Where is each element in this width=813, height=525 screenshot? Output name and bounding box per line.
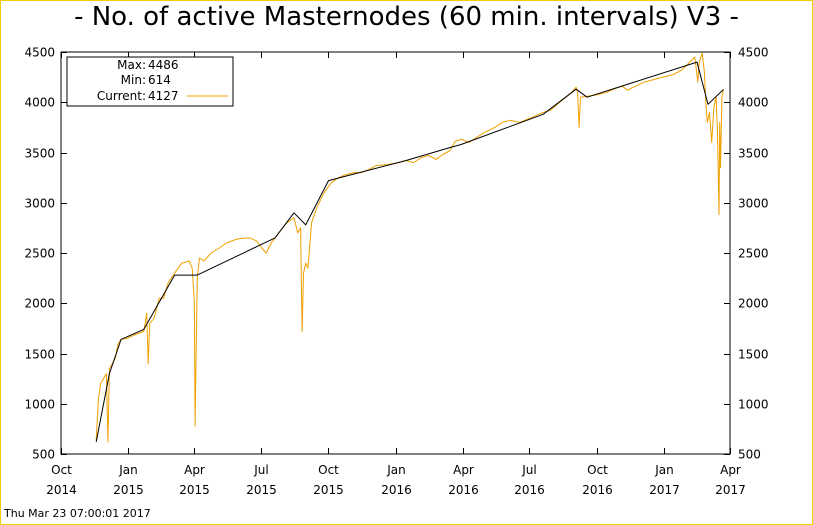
x-tick-label-month: Oct — [51, 463, 72, 477]
y-tick-label-right: 2000 — [738, 297, 769, 311]
x-tick-label-month: Oct — [587, 463, 608, 477]
y-tick-label-right: 3000 — [738, 197, 769, 211]
axes: 500 500 1000 1000 1500 1500 2000 2000 2500 2500 30… — [24, 46, 768, 498]
x-tick-label-month: Jan — [654, 463, 674, 477]
y-tick-label-right: 1500 — [738, 348, 769, 362]
y-tick-label-right: 500 — [738, 448, 761, 462]
legend-current-label: Current: — [97, 89, 146, 103]
x-tick-label-year: 2015 — [313, 483, 344, 497]
x-tick-label-year: 2015 — [179, 483, 210, 497]
y-tick-label-left: 1000 — [24, 398, 55, 412]
legend-min-label: Min: — [121, 73, 146, 87]
x-tick-label-year: 2016 — [381, 483, 412, 497]
y-tick-label-left: 500 — [32, 448, 55, 462]
y-tick-label-right: 2500 — [738, 247, 769, 261]
x-tick-label-month: Apr — [720, 463, 741, 477]
x-tick-label-year: 2016 — [514, 483, 545, 497]
legend-max-label: Max: — [117, 58, 146, 72]
x-tick-label-year: 2017 — [715, 483, 746, 497]
x-tick-label-year: 2017 — [649, 483, 680, 497]
x-tick-label-month: Apr — [184, 463, 205, 477]
x-tick-label-month: Jul — [253, 463, 268, 477]
x-tick-label-year: 2015 — [113, 483, 144, 497]
x-tick-label-month: Jan — [386, 463, 406, 477]
legend-box — [66, 56, 234, 107]
y-tick-label-left: 3500 — [24, 147, 55, 161]
x-tick-label-month: Apr — [453, 463, 474, 477]
x-tick-label-year: 2015 — [246, 483, 277, 497]
chart-title: - No. of active Masternodes (60 min. int… — [74, 2, 739, 32]
series-line-current — [95, 52, 724, 443]
y-tick-label-left: 2000 — [24, 297, 55, 311]
y-tick-label-left: 2500 — [24, 247, 55, 261]
y-tick-label-left: 4500 — [24, 46, 55, 60]
timestamp: Thu Mar 23 07:00:01 2017 — [4, 507, 151, 520]
x-tick-label-month: Jan — [118, 463, 138, 477]
x-tick-label-month: Oct — [318, 463, 339, 477]
legend: Max: 4486 Min: 614 Current: 4127 — [66, 56, 234, 107]
y-tick-label-right: 4000 — [738, 96, 769, 110]
series-line-trend — [95, 61, 724, 442]
series-layer — [95, 52, 724, 443]
x-tick-label-month: Jul — [521, 463, 536, 477]
x-tick-label-year: 2016 — [448, 483, 479, 497]
y-tick-label-left: 4000 — [24, 96, 55, 110]
y-tick-label-right: 4500 — [738, 46, 769, 60]
legend-max-value: 4486 — [148, 58, 179, 72]
legend-min-value: 614 — [148, 73, 171, 87]
plot-border — [60, 51, 731, 455]
x-tick-label-year: 2016 — [582, 483, 613, 497]
y-tick-label-right: 1000 — [738, 398, 769, 412]
x-tick-label-year: 2014 — [46, 483, 77, 497]
legend-current-value: 4127 — [148, 89, 179, 103]
y-tick-label-left: 1500 — [24, 348, 55, 362]
y-tick-label-left: 3000 — [24, 197, 55, 211]
y-tick-label-right: 3500 — [738, 147, 769, 161]
